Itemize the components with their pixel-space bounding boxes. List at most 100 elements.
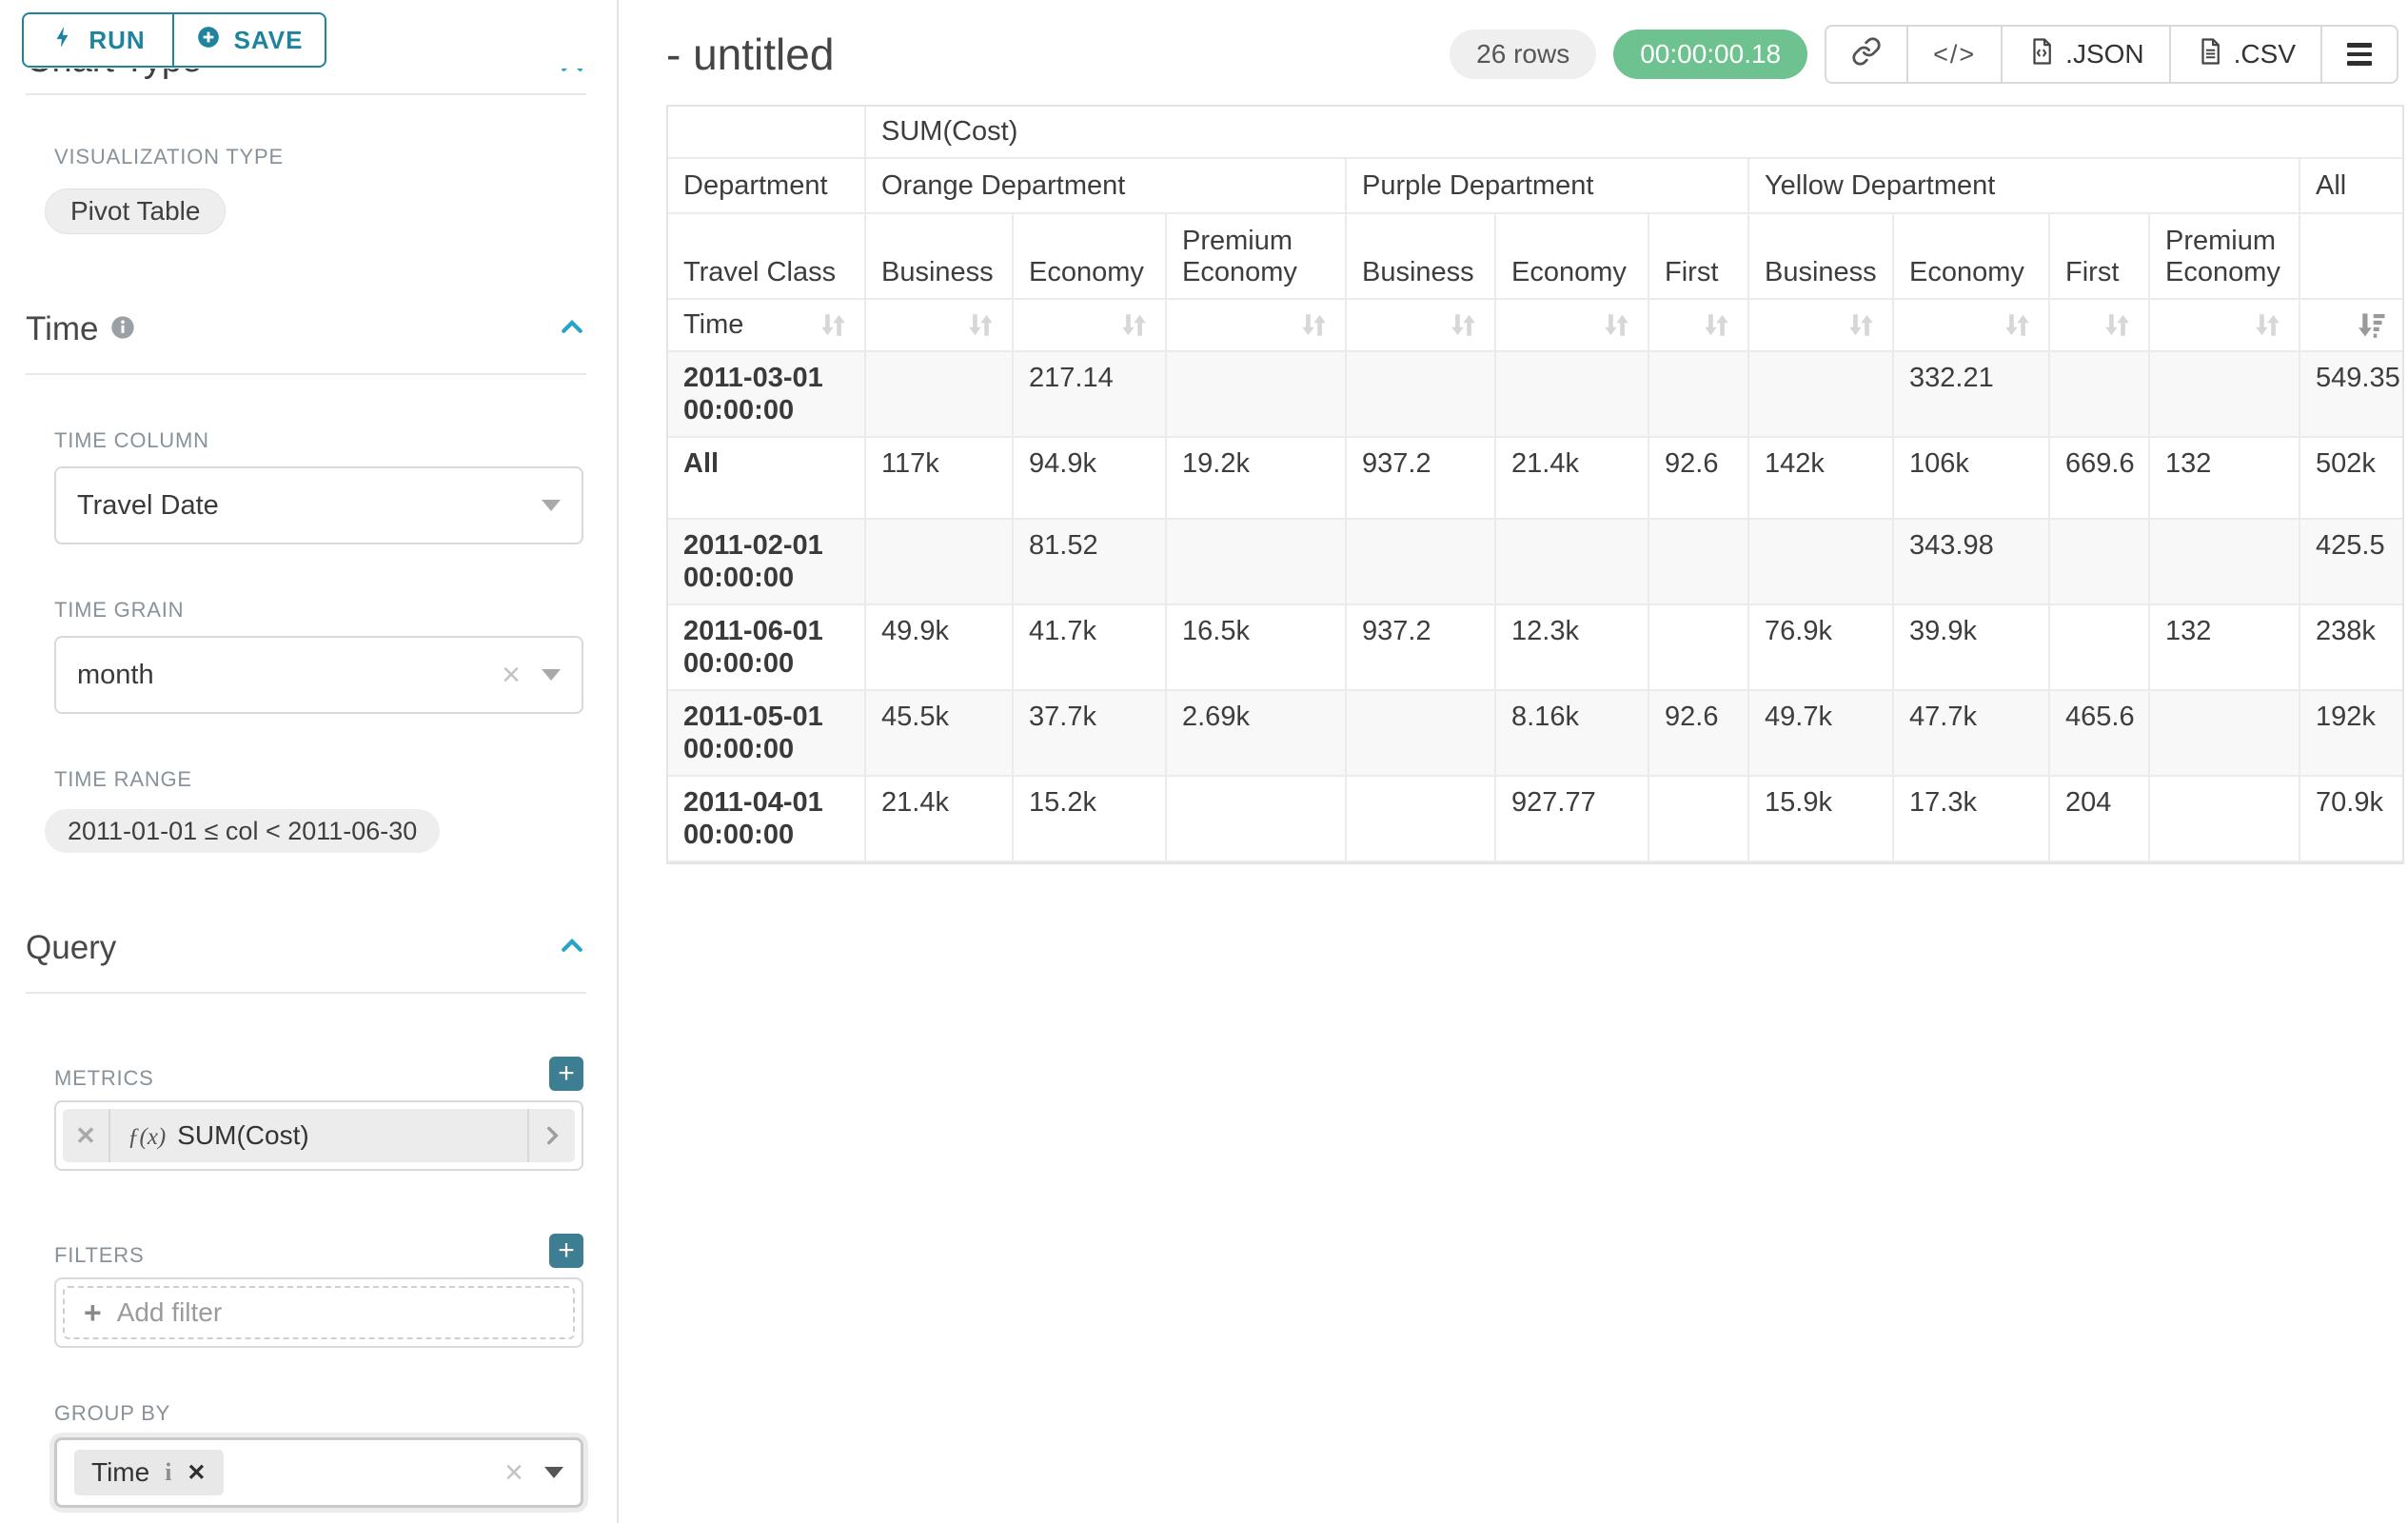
chevron-up-icon[interactable]	[558, 932, 586, 965]
caret-down-icon[interactable]	[542, 500, 561, 511]
value-cell: 17.3k	[1894, 777, 2050, 862]
column-type-icon: i	[165, 1458, 172, 1486]
value-cell	[1649, 520, 1749, 605]
add-filter-dropzone[interactable]: + Add filter	[63, 1286, 575, 1339]
value-cell	[1749, 520, 1894, 605]
sort-icon[interactable]	[1601, 309, 1632, 341]
sort-icon[interactable]	[818, 309, 849, 341]
sort-toggle-cell[interactable]	[1894, 300, 2050, 352]
value-cell	[1347, 691, 1496, 777]
sort-toggle-cell[interactable]	[1649, 300, 1749, 352]
value-cell: 41.7k	[1014, 605, 1167, 691]
value-cell: 70.9k	[2300, 777, 2403, 862]
value-cell	[1749, 352, 1894, 438]
plus-icon: +	[84, 1296, 102, 1330]
export-json-button[interactable]: .JSON	[2001, 27, 2168, 82]
metric-pill[interactable]: ✕ ƒ(x) SUM(Cost)	[63, 1109, 575, 1162]
control-panel-sidebar: Chart Type RUN SAVE VISUALIZATION TYPE P…	[0, 0, 619, 1523]
value-cell: 76.9k	[1749, 605, 1894, 691]
value-cell	[1347, 352, 1496, 438]
row-header-cell: 2011-04-01 00:00:00	[668, 777, 866, 862]
sort-icon[interactable]	[1118, 309, 1150, 341]
value-cell: 132	[2150, 605, 2300, 691]
sort-icon[interactable]	[2102, 309, 2133, 341]
remove-icon[interactable]: ✕	[187, 1459, 207, 1486]
export-csv-button[interactable]: .CSV	[2168, 27, 2320, 82]
csv-file-icon	[2196, 37, 2224, 72]
plus-circle-icon	[196, 25, 221, 56]
value-cell: 927.77	[1496, 777, 1649, 862]
value-cell	[2050, 520, 2150, 605]
time-grain-select[interactable]: month ×	[54, 636, 583, 714]
lightning-bolt-icon	[50, 25, 75, 56]
value-cell: 81.52	[1014, 520, 1167, 605]
sort-icon[interactable]	[1845, 309, 1877, 341]
value-cell	[2050, 352, 2150, 438]
group-by-value-pill[interactable]: Time i ✕	[74, 1450, 224, 1495]
export-toolbar: </> .JSON .CSV	[1825, 25, 2398, 84]
travel-class-header: Economy	[1014, 214, 1167, 300]
add-metric-button[interactable]: +	[549, 1057, 583, 1091]
value-cell: 106k	[1894, 438, 2050, 520]
group-by-options-hint: 20 option(s)	[54, 1521, 617, 1523]
travel-class-header: Business	[866, 214, 1014, 300]
pivot-table: SUM(Cost) Department Orange Department Purp…	[666, 105, 2405, 864]
divider	[26, 373, 586, 375]
value-cell: 332.21	[1894, 352, 2050, 438]
visualization-type-pill[interactable]: Pivot Table	[45, 188, 227, 234]
sort-icon[interactable]	[1701, 309, 1732, 341]
sort-desc-icon[interactable]	[2356, 309, 2387, 341]
time-axis-sort-cell[interactable]: Time	[668, 300, 866, 352]
sort-toggle-cell[interactable]	[1347, 300, 1496, 352]
run-button[interactable]: RUN	[22, 12, 174, 68]
chevron-right-icon[interactable]	[527, 1109, 575, 1162]
time-axis-label: Time	[683, 309, 744, 340]
chevron-up-icon[interactable]	[558, 313, 586, 346]
sort-icon[interactable]	[2002, 309, 2033, 341]
sort-toggle-cell[interactable]	[2300, 300, 2403, 352]
sort-toggle-cell[interactable]	[1749, 300, 1894, 352]
add-filter-plus-button[interactable]: +	[549, 1234, 583, 1268]
sort-icon[interactable]	[2252, 309, 2283, 341]
chart-header: - untitled 26 rows 00:00:00.18 </> .JSON	[619, 0, 2408, 84]
sort-toggle-cell[interactable]	[1014, 300, 1167, 352]
sort-toggle-cell[interactable]	[1496, 300, 1649, 352]
clear-icon[interactable]: ×	[504, 1454, 523, 1491]
sort-icon[interactable]	[1448, 309, 1479, 341]
time-section-header: Time	[26, 310, 586, 348]
value-cell: 37.7k	[1014, 691, 1167, 777]
value-cell: 8.16k	[1496, 691, 1649, 777]
travel-class-header: Economy	[1496, 214, 1649, 300]
value-cell	[1496, 352, 1649, 438]
time-range-pill[interactable]: 2011-01-01 ≤ col < 2011-06-30	[45, 809, 441, 853]
more-options-button[interactable]	[2320, 27, 2397, 82]
sort-toggle-cell[interactable]	[1167, 300, 1347, 352]
json-file-icon	[2027, 37, 2056, 72]
corner-blank-cell	[668, 107, 866, 159]
time-range-label: TIME RANGE	[54, 767, 192, 791]
value-cell: 15.9k	[1749, 777, 1894, 862]
sort-toggle-cell[interactable]	[2050, 300, 2150, 352]
save-button[interactable]: SAVE	[174, 12, 326, 68]
value-cell: 937.2	[1347, 438, 1496, 520]
value-cell	[2150, 520, 2300, 605]
sort-icon[interactable]	[965, 309, 997, 341]
copy-link-button[interactable]	[1826, 27, 1906, 82]
travel-class-header: Premium Economy	[2150, 214, 2300, 300]
embed-code-button[interactable]: </>	[1906, 27, 2001, 82]
group-by-select[interactable]: Time i ✕ ×	[54, 1437, 583, 1508]
clear-icon[interactable]: ×	[502, 657, 521, 693]
caret-down-icon[interactable]	[544, 1467, 563, 1478]
value-cell: 425.5	[2300, 520, 2403, 605]
value-cell: 343.98	[1894, 520, 2050, 605]
time-column-select[interactable]: Travel Date	[54, 466, 583, 544]
department-header: All	[2300, 159, 2403, 214]
sort-toggle-cell[interactable]	[866, 300, 1014, 352]
caret-down-icon[interactable]	[542, 669, 561, 681]
travel-class-header	[2300, 214, 2403, 300]
value-cell: 502k	[2300, 438, 2403, 520]
sort-toggle-cell[interactable]	[2150, 300, 2300, 352]
chart-title[interactable]: - untitled	[666, 30, 835, 79]
remove-metric-icon[interactable]: ✕	[63, 1109, 110, 1162]
sort-icon[interactable]	[1298, 309, 1330, 341]
